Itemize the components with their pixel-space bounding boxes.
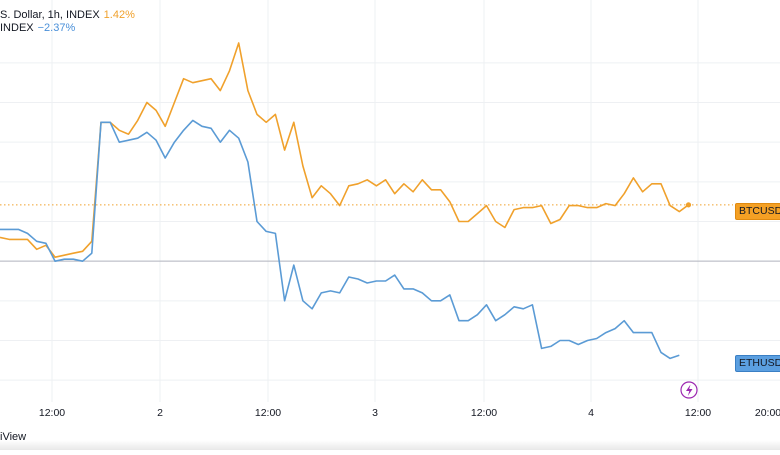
legend-btc-label: S. Dollar, 1h, INDEX xyxy=(0,9,100,21)
legend-eth-change: −2.37% xyxy=(37,22,76,34)
btc-series-line xyxy=(0,42,689,259)
lightning-bolt-glyph xyxy=(686,384,693,396)
btc-price-badge: BTCUSD xyxy=(735,203,780,220)
legend-eth-label: INDEX xyxy=(0,22,34,34)
x-axis-ticks: 12:00 2 12:00 3 12:00 4 12:00 20:00 xyxy=(39,407,780,419)
legend-btc-change: 1.42% xyxy=(103,9,135,21)
grid xyxy=(0,0,780,402)
x-tick-label: 2 xyxy=(157,407,163,419)
x-tick-label: 12:00 xyxy=(471,407,497,419)
eth-series-line xyxy=(0,119,680,360)
x-tick-label: 12:00 xyxy=(255,407,281,419)
x-tick-label: 4 xyxy=(588,407,594,419)
legend-eth[interactable]: INDEX −2.37% xyxy=(0,22,75,34)
x-tick-label: 12:00 xyxy=(39,407,65,419)
eth-price-badge: ETHUSD xyxy=(735,355,780,372)
x-tick-label: 12:00 xyxy=(685,407,711,419)
btc-last-point xyxy=(685,202,692,208)
event-marker[interactable] xyxy=(680,381,698,399)
x-tick-label: 20:00 xyxy=(755,407,780,419)
x-tick-label: 3 xyxy=(372,407,378,419)
bottom-shadow xyxy=(0,440,780,450)
legend-btc[interactable]: S. Dollar, 1h, INDEX 1.42% xyxy=(0,9,135,21)
